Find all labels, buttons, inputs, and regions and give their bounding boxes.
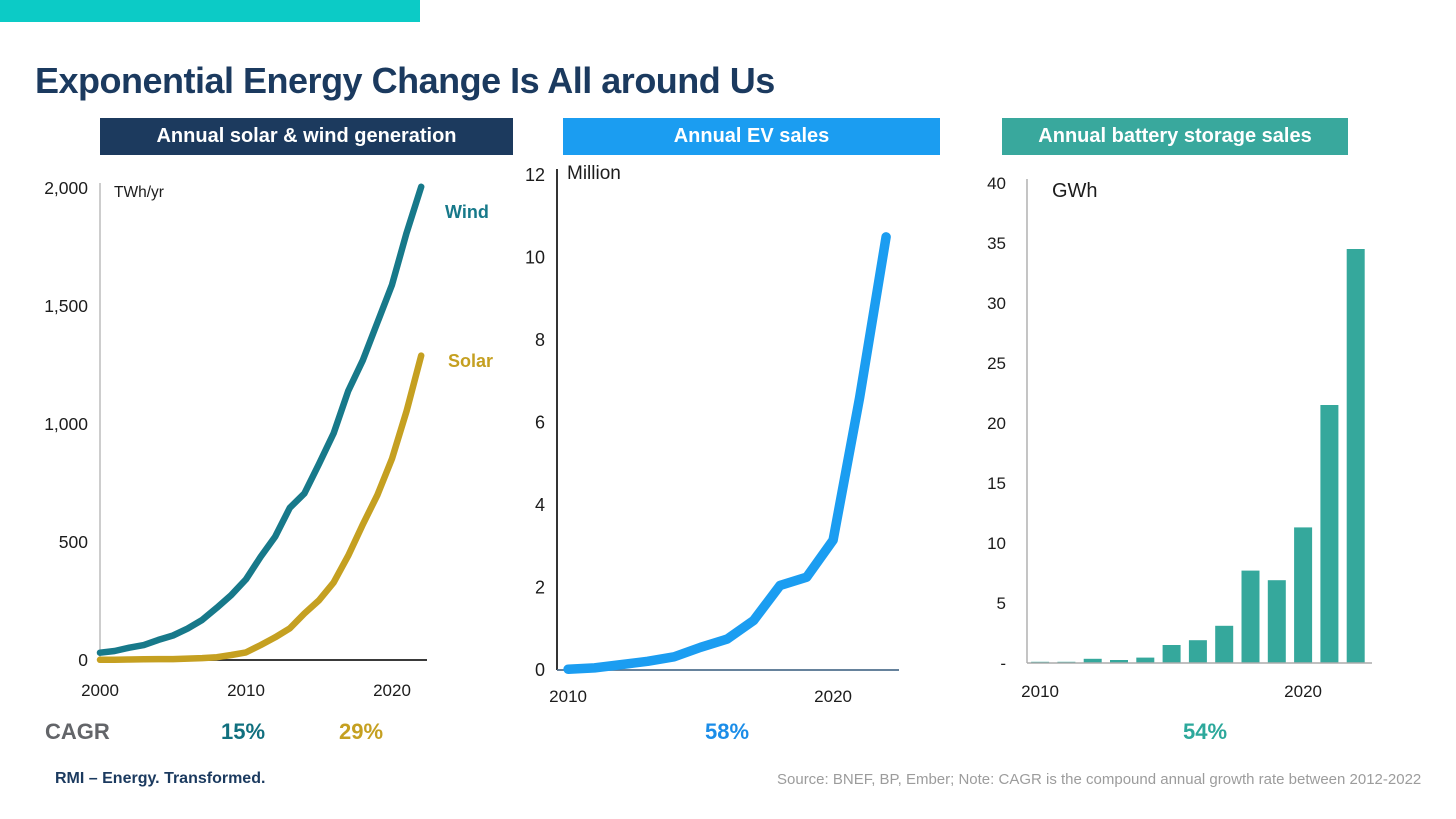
y-tick-label: 30 (987, 294, 1006, 313)
solar-series-label: Solar (448, 351, 494, 371)
x-tick-label: 2000 (81, 681, 119, 700)
y-tick-label: 2 (535, 578, 545, 598)
y-tick-label: 2,000 (44, 178, 88, 198)
y-tick-label: 10 (525, 248, 545, 268)
chart-header-ev-sales: Annual EV sales (563, 118, 940, 155)
y-tick-label: 12 (525, 165, 545, 185)
cagr-battery-value: 54% (1182, 719, 1228, 744)
x-tick-label: 2020 (814, 687, 852, 706)
y-tick-label: 0 (78, 650, 88, 670)
accent-bar (0, 0, 420, 22)
y-tick-label: 0 (535, 660, 545, 680)
y-tick-label: 1,000 (44, 414, 88, 434)
y-tick-label: 40 (987, 174, 1006, 193)
source-note: Source: BNEF, BP, Ember; Note: CAGR is t… (777, 771, 1422, 788)
battery-bar-2022 (1346, 249, 1365, 663)
x-tick-label: 2020 (1284, 682, 1322, 701)
y-tick-label: 8 (535, 330, 545, 350)
battery-bar-2017 (1215, 625, 1234, 663)
battery-bar-2013 (1110, 660, 1128, 663)
y-tick-label: 15 (987, 474, 1006, 493)
cagr-label: CAGR (45, 719, 110, 744)
x-tick-label: 2020 (373, 681, 411, 700)
y-unit-gwh: GWh (1052, 180, 1098, 202)
y-tick-label: 500 (59, 532, 88, 552)
y-tick-label: - (1000, 654, 1006, 673)
y-tick-label: 5 (997, 594, 1006, 613)
solar-line (96, 352, 425, 664)
page-title: Exponential Energy Change Is All around … (35, 60, 775, 102)
battery-bar-2019 (1267, 580, 1286, 663)
brand-tagline: RMI – Energy. Transformed. (55, 770, 266, 787)
y-unit-million: Million (567, 163, 621, 184)
chart-header-solar-wind: Annual solar & wind generation (100, 118, 513, 155)
battery-bar-2020 (1294, 527, 1313, 663)
y-tick-label: 10 (987, 534, 1006, 553)
y-tick-label: 4 (535, 495, 545, 515)
battery-bar-2016 (1188, 640, 1207, 663)
wind-series-label: Wind (445, 202, 489, 222)
y-tick-label: 25 (987, 354, 1006, 373)
cagr-ev-value: 58% (704, 719, 750, 744)
x-tick-label: 2010 (1021, 682, 1059, 701)
ev-line (563, 232, 891, 674)
y-unit-twh: TWh/yr (114, 184, 164, 201)
y-tick-label: 20 (987, 414, 1006, 433)
chart-header-battery-storage: Annual battery storage sales (1002, 118, 1348, 155)
battery-bar-2012 (1083, 658, 1102, 663)
y-tick-label: 35 (987, 234, 1006, 253)
cagr-wind-value: 15% (220, 719, 266, 744)
y-tick-label: 6 (535, 413, 545, 433)
cagr-solar-value: 29% (338, 719, 384, 744)
battery-bar-2015 (1162, 645, 1181, 663)
battery-bar-2014 (1136, 657, 1155, 663)
wind-line (96, 183, 425, 656)
battery-bar-2021 (1320, 405, 1339, 663)
x-tick-label: 2010 (227, 681, 265, 700)
x-tick-label: 2010 (549, 687, 587, 706)
battery-bar-2018 (1241, 570, 1260, 663)
y-tick-label: 1,500 (44, 296, 88, 316)
